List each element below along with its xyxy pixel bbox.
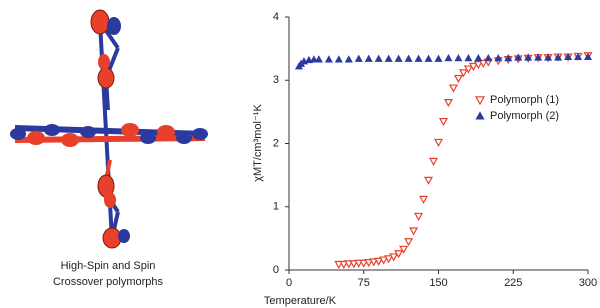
data-point: [325, 56, 332, 62]
data-point: [405, 239, 412, 245]
data-point: [435, 55, 442, 61]
y-tick-label: 0: [273, 264, 279, 276]
data-point: [425, 55, 432, 61]
data-point: [445, 55, 452, 61]
data-point: [465, 55, 472, 61]
x-tick-label: 75: [358, 277, 370, 289]
figure: High-Spin and Spin Crossover polymorphs …: [0, 0, 600, 308]
data-point: [485, 55, 492, 61]
y-tick-label: 4: [273, 11, 279, 23]
data-point: [450, 85, 457, 91]
x-tick-label: 225: [504, 277, 522, 289]
y-tick-label: 1: [273, 201, 279, 213]
legend-label: Polymorph (1): [490, 94, 559, 106]
data-point: [455, 76, 462, 82]
data-point: [335, 56, 342, 62]
caption-line: Crossover polymorphs: [53, 276, 164, 288]
data-point: [475, 55, 482, 61]
data-point: [445, 100, 452, 106]
data-point: [365, 55, 372, 61]
y-axis-label: χMT/cm³mol⁻¹K: [252, 104, 264, 182]
data-point: [375, 55, 382, 61]
legend-marker: [476, 97, 484, 104]
data-point: [385, 55, 392, 61]
x-tick-label: 300: [579, 277, 597, 289]
data-point: [345, 56, 352, 62]
legend-marker: [476, 112, 484, 119]
data-point: [410, 228, 417, 234]
data-point: [395, 55, 402, 61]
data-point: [430, 158, 437, 164]
caption-line: High-Spin and Spin: [61, 260, 156, 272]
molecule-structure: [10, 10, 208, 248]
data-point: [440, 119, 447, 125]
data-point: [455, 55, 462, 61]
data-point: [435, 139, 442, 145]
data-point: [420, 196, 427, 202]
data-point: [425, 177, 432, 183]
y-tick-label: 3: [273, 74, 279, 86]
x-tick-label: 0: [286, 277, 292, 289]
data-point: [315, 56, 322, 62]
x-axis-label: Temperature/K: [264, 295, 337, 307]
y-tick-label: 2: [273, 137, 279, 149]
data-point: [415, 55, 422, 61]
data-point: [405, 55, 412, 61]
x-tick-label: 150: [429, 277, 447, 289]
data-point: [355, 55, 362, 61]
legend-label: Polymorph (2): [490, 110, 559, 122]
data-point: [415, 213, 422, 219]
